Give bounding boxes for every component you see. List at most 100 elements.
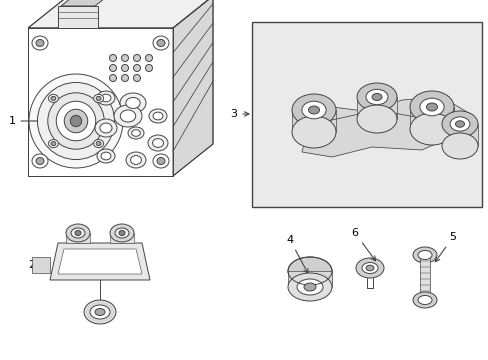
Ellipse shape (131, 130, 140, 136)
Ellipse shape (133, 54, 140, 62)
Ellipse shape (426, 103, 437, 111)
Polygon shape (50, 243, 150, 280)
Ellipse shape (38, 82, 114, 159)
Ellipse shape (97, 91, 115, 105)
Ellipse shape (153, 36, 169, 50)
Ellipse shape (29, 74, 123, 168)
Ellipse shape (93, 140, 103, 148)
Ellipse shape (145, 64, 152, 72)
Bar (66, 233, 90, 243)
Ellipse shape (93, 94, 103, 102)
Ellipse shape (371, 94, 381, 100)
Ellipse shape (308, 106, 319, 114)
Ellipse shape (51, 141, 56, 145)
Ellipse shape (120, 110, 136, 122)
Text: 6: 6 (351, 228, 375, 261)
Ellipse shape (96, 141, 101, 145)
Text: 5: 5 (434, 232, 456, 262)
Ellipse shape (128, 127, 143, 139)
Ellipse shape (95, 309, 105, 315)
Ellipse shape (48, 94, 58, 102)
Polygon shape (61, 0, 115, 6)
Ellipse shape (48, 93, 104, 149)
Ellipse shape (417, 296, 431, 305)
Ellipse shape (153, 154, 169, 168)
Ellipse shape (36, 40, 44, 46)
Ellipse shape (121, 75, 128, 81)
Ellipse shape (32, 154, 48, 168)
Ellipse shape (365, 265, 373, 271)
Ellipse shape (70, 115, 81, 127)
Bar (441, 124, 477, 146)
Bar (287, 271, 331, 287)
Ellipse shape (133, 75, 140, 81)
Ellipse shape (97, 149, 115, 163)
Ellipse shape (355, 258, 383, 278)
Polygon shape (58, 6, 98, 28)
Ellipse shape (409, 91, 453, 123)
Ellipse shape (121, 54, 128, 62)
Ellipse shape (441, 111, 477, 137)
Polygon shape (28, 0, 213, 28)
Ellipse shape (412, 292, 436, 308)
Ellipse shape (119, 230, 125, 235)
Ellipse shape (148, 135, 168, 151)
Ellipse shape (417, 251, 431, 260)
Ellipse shape (301, 101, 325, 119)
Ellipse shape (71, 228, 85, 238)
Ellipse shape (120, 93, 146, 113)
Ellipse shape (84, 300, 116, 324)
Bar (291, 110, 335, 132)
Ellipse shape (36, 158, 44, 165)
Ellipse shape (153, 112, 163, 120)
Ellipse shape (412, 247, 436, 263)
Bar (110, 233, 134, 243)
Ellipse shape (75, 230, 81, 235)
Bar (251, 22, 481, 207)
Ellipse shape (419, 98, 443, 116)
Ellipse shape (291, 116, 335, 148)
Ellipse shape (145, 54, 152, 62)
Text: 3: 3 (230, 109, 248, 119)
Ellipse shape (356, 105, 396, 133)
Ellipse shape (296, 279, 323, 295)
Ellipse shape (304, 283, 315, 291)
Ellipse shape (454, 121, 464, 127)
Ellipse shape (114, 105, 142, 127)
Bar (356, 97, 396, 119)
Ellipse shape (133, 64, 140, 72)
Ellipse shape (441, 133, 477, 159)
Ellipse shape (126, 152, 146, 168)
Ellipse shape (64, 109, 87, 133)
Ellipse shape (291, 94, 335, 126)
Polygon shape (58, 249, 142, 274)
Ellipse shape (409, 113, 453, 145)
Ellipse shape (130, 156, 141, 165)
Ellipse shape (90, 305, 110, 319)
Ellipse shape (287, 273, 331, 301)
Ellipse shape (356, 83, 396, 111)
Ellipse shape (95, 119, 117, 137)
Bar (419, 255, 429, 300)
Bar (28, 28, 173, 176)
Text: 2: 2 (28, 260, 44, 270)
Ellipse shape (51, 96, 56, 100)
Bar (409, 107, 453, 129)
Ellipse shape (157, 158, 164, 165)
Ellipse shape (149, 109, 167, 123)
Ellipse shape (48, 140, 58, 148)
Ellipse shape (449, 117, 469, 131)
Ellipse shape (56, 101, 96, 141)
Ellipse shape (32, 36, 48, 50)
Ellipse shape (121, 64, 128, 72)
Ellipse shape (157, 40, 164, 46)
Ellipse shape (152, 139, 163, 147)
Ellipse shape (101, 94, 111, 102)
Ellipse shape (365, 89, 387, 105)
Ellipse shape (109, 75, 116, 81)
Ellipse shape (96, 96, 101, 100)
Ellipse shape (101, 152, 111, 160)
Ellipse shape (66, 224, 90, 242)
Ellipse shape (109, 54, 116, 62)
Ellipse shape (287, 257, 331, 285)
